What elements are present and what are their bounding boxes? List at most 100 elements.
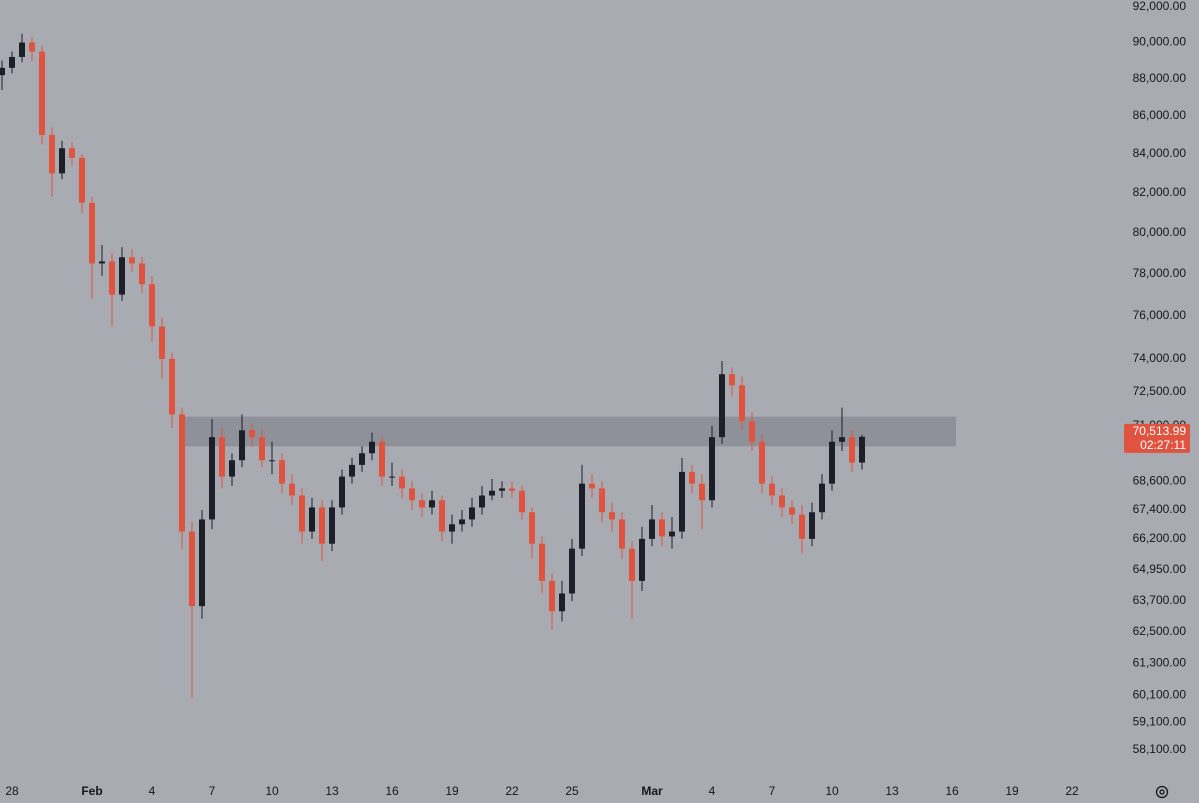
candle-body <box>349 464 355 477</box>
y-tick-label: 61,300.00 <box>1133 655 1187 669</box>
settings-icon[interactable] <box>1155 785 1169 799</box>
x-tick-label: 10 <box>825 784 839 798</box>
candle-body <box>119 257 125 295</box>
candle-body <box>529 512 535 544</box>
candle-body <box>9 56 15 68</box>
candle-body <box>409 488 415 501</box>
candle-body <box>139 263 145 285</box>
x-tick-label: 19 <box>445 784 459 798</box>
candle-body <box>269 460 275 462</box>
candle-body <box>799 514 805 539</box>
candle-body <box>469 507 475 520</box>
x-tick-label: 7 <box>209 784 216 798</box>
x-tick-label: 28 <box>5 784 19 798</box>
candle-body <box>829 441 835 484</box>
candle-body <box>439 500 445 532</box>
axes: 92,000.00 90,000.00 88,000.00 86,000.00 84,0… <box>5 0 1190 798</box>
candle-body <box>299 495 305 532</box>
gear-inner <box>1159 789 1165 795</box>
candle-body <box>709 437 715 501</box>
candle-body <box>509 488 515 491</box>
candle-body <box>679 471 685 532</box>
x-tick-label: 4 <box>149 784 156 798</box>
candle-body <box>489 490 495 496</box>
candle-body <box>769 483 775 496</box>
x-tick-label: 7 <box>769 784 776 798</box>
candle-body <box>419 500 425 508</box>
candle-body <box>199 519 205 607</box>
candle-body <box>89 202 95 264</box>
y-tick-label: 84,000.00 <box>1133 146 1187 160</box>
y-tick-label: 62,500.00 <box>1133 624 1187 638</box>
candle-body <box>629 548 635 581</box>
candle-body <box>839 437 845 442</box>
candle-body <box>209 437 215 520</box>
candle-body <box>579 483 585 549</box>
x-tick-label: Mar <box>641 784 663 798</box>
x-tick-label: 19 <box>1005 784 1019 798</box>
candle-body <box>379 441 385 477</box>
candle-body <box>59 148 65 174</box>
candle-body <box>849 437 855 463</box>
candle-body <box>239 430 245 461</box>
candle-body <box>219 437 225 477</box>
candle-body <box>159 326 165 359</box>
candle-body <box>589 483 595 489</box>
candle-body <box>819 483 825 513</box>
candle-body <box>179 414 185 532</box>
candle-body <box>189 531 195 607</box>
x-tick-label: 16 <box>945 784 959 798</box>
y-tick-label: 90,000.00 <box>1133 35 1187 49</box>
candle-body <box>619 519 625 549</box>
candle-body <box>779 495 785 508</box>
x-tick-label: 13 <box>325 784 339 798</box>
plot-area <box>0 33 956 698</box>
candle-body <box>259 437 265 461</box>
candle-body <box>719 374 725 438</box>
y-tick-label: 68,600.00 <box>1133 473 1187 487</box>
candle-body <box>99 261 105 264</box>
candle-body <box>549 580 555 612</box>
candle-body <box>569 548 575 594</box>
candle-body <box>759 441 765 484</box>
y-tick-label: 64,950.00 <box>1133 562 1187 576</box>
gear-outer <box>1155 785 1169 799</box>
y-tick-label: 72,500.00 <box>1133 384 1187 398</box>
y-tick-label: 74,000.00 <box>1133 351 1187 365</box>
candle-body <box>429 500 435 508</box>
candle-body <box>329 507 335 544</box>
candle-body <box>859 436 865 463</box>
y-tick-label: 60,100.00 <box>1133 687 1187 701</box>
candle-body <box>109 261 115 295</box>
candle-body <box>649 519 655 539</box>
x-tick-label: 22 <box>1065 784 1079 798</box>
y-tick-label: 78,000.00 <box>1133 266 1187 280</box>
candle-body <box>339 476 345 508</box>
candle-body <box>609 512 615 520</box>
candle-body <box>699 483 705 501</box>
candle-body <box>669 531 675 537</box>
candle-body <box>739 385 745 422</box>
x-tick-label: 13 <box>885 784 899 798</box>
y-tick-label: 86,000.00 <box>1133 108 1187 122</box>
candle-body <box>559 593 565 612</box>
candle-body <box>309 507 315 532</box>
candle-body <box>149 284 155 327</box>
y-tick-label: 76,000.00 <box>1133 308 1187 322</box>
candle-body <box>29 42 35 52</box>
candle-body <box>749 421 755 442</box>
candle-body <box>639 538 645 581</box>
candle-body <box>69 148 75 158</box>
candle-body <box>19 42 25 57</box>
candle-body <box>279 460 285 484</box>
x-tick-label: 4 <box>709 784 716 798</box>
y-tick-label: 67,400.00 <box>1133 502 1187 516</box>
last-price-label: 70,513.99 <box>1133 424 1187 438</box>
candle-body <box>449 524 455 532</box>
y-tick-label: 80,000.00 <box>1133 225 1187 239</box>
candle-body <box>169 358 175 415</box>
candle-body <box>359 453 365 465</box>
candle-body <box>539 543 545 581</box>
x-tick-label: 10 <box>265 784 279 798</box>
